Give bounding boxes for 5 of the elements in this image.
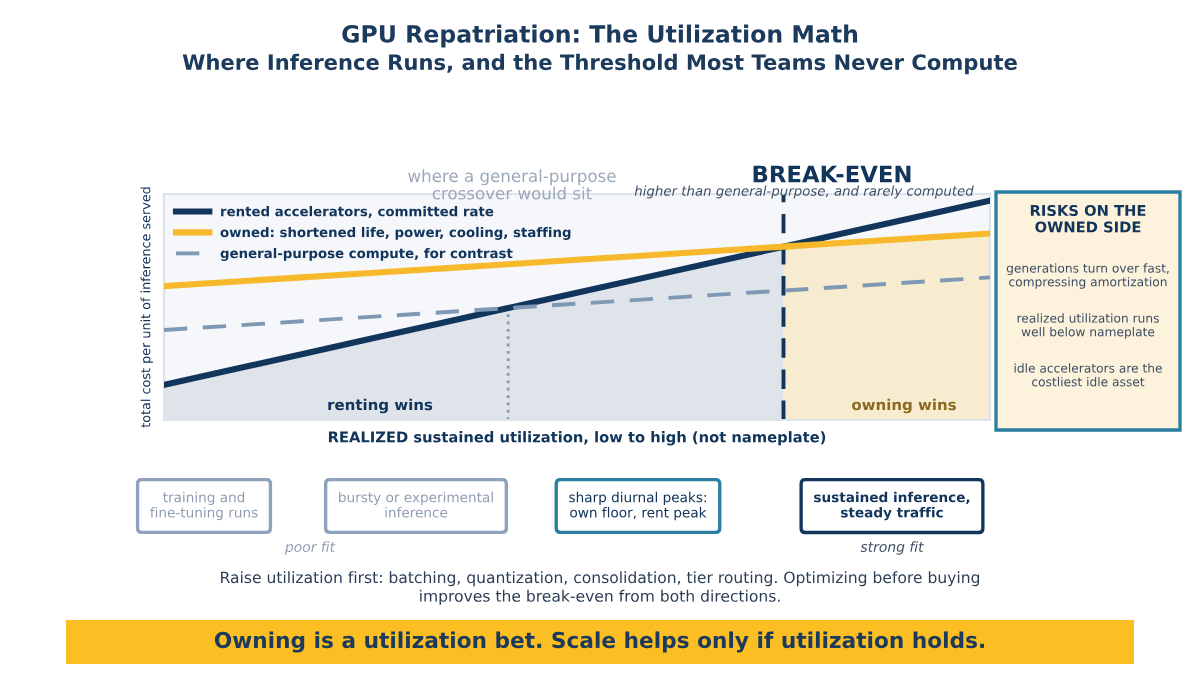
text: Owning is a utilization bet. Scale helps only if utilization holds.	[214, 631, 984, 653]
chart-title: GPU Repatriation: The Utilization Math	[342, 24, 858, 48]
chart-subtitle: Where Inference Runs, and the Threshold Most Teams Never Compute	[182, 53, 1017, 75]
text: BREAK-EVEN	[753, 165, 911, 183]
text: where a general-purpose crossover would sit	[408, 169, 616, 200]
